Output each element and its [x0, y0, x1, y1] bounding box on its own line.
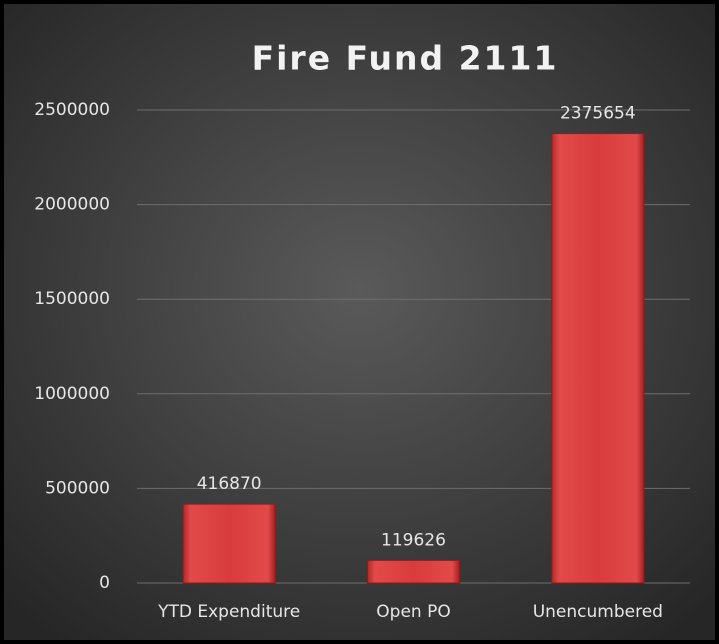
- y-tick-label: 0: [99, 573, 110, 593]
- y-tick-label: 500000: [45, 478, 110, 498]
- data-label: 119626: [381, 530, 446, 550]
- x-tick-label: Open PO: [376, 602, 450, 622]
- data-label: 416870: [197, 474, 262, 494]
- y-tick-label: 2000000: [34, 195, 110, 215]
- chart-title: Fire Fund 2111: [252, 39, 559, 78]
- bar: [182, 503, 276, 584]
- bar: [366, 559, 461, 584]
- bar: [551, 133, 645, 584]
- y-tick-label: 1500000: [34, 289, 110, 309]
- x-tick-label: YTD Expenditure: [157, 602, 300, 622]
- data-label: 2375654: [560, 104, 636, 124]
- y-tick-label: 2500000: [34, 100, 110, 120]
- y-tick-label: 1000000: [34, 384, 110, 404]
- x-tick-label: Unencumbered: [533, 602, 663, 622]
